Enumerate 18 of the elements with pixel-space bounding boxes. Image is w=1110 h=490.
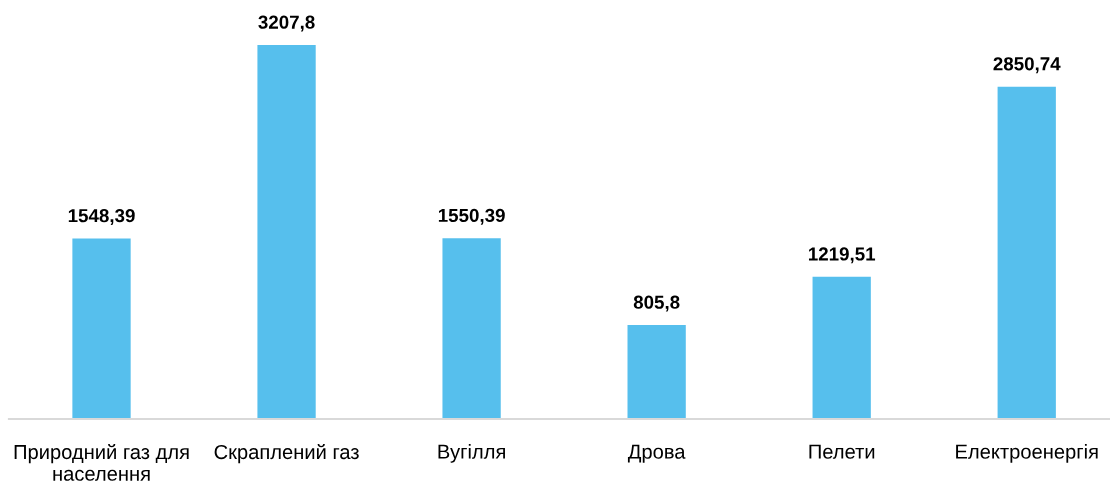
bar [627, 325, 686, 419]
data-label: 1550,39 [438, 208, 505, 225]
bar [812, 276, 871, 419]
data-label: 805,8 [633, 295, 680, 312]
data-label: 2850,74 [993, 57, 1061, 74]
bar [72, 238, 131, 419]
data-label: 1548,39 [68, 209, 135, 225]
x-tick-label: Природний газ для населення [14, 444, 189, 481]
data-label: 1219,51 [808, 247, 876, 264]
x-tick-label: Дрова [627, 444, 686, 463]
bar [257, 45, 316, 419]
bar [442, 238, 501, 419]
data-label: 3207,8 [258, 15, 315, 32]
x-tick-label: Пелети [809, 444, 875, 459]
x-tick-label: Вугілля [438, 444, 505, 463]
bar [997, 86, 1056, 419]
x-tick-label: Електроенергія [956, 444, 1098, 463]
x-tick-label: Скраплений газ [214, 444, 359, 464]
